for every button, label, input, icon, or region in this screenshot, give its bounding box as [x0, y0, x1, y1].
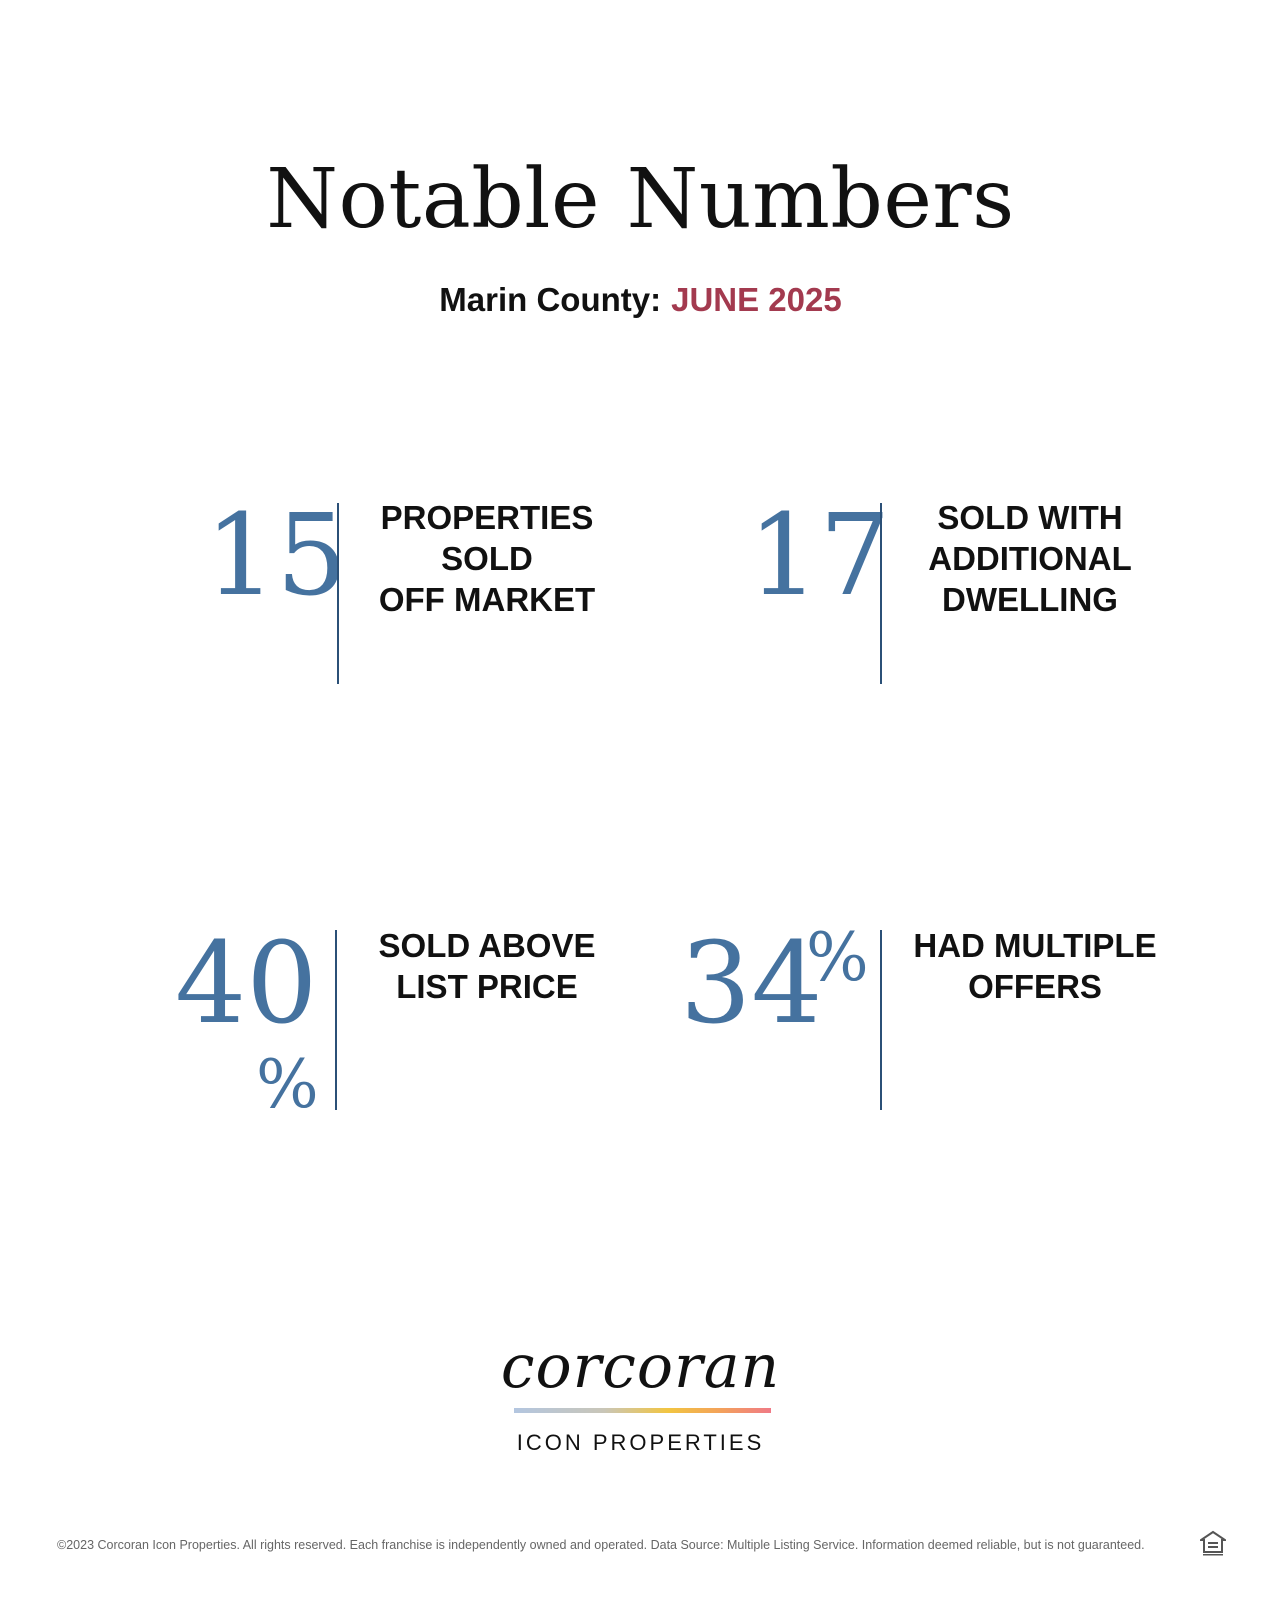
stat-label-line: LIST PRICE	[396, 968, 578, 1005]
stat-label-line: SOLD	[441, 540, 533, 577]
stat-label: HAD MULTIPLE OFFERS	[895, 925, 1175, 1007]
page-subtitle: Marin County: JUNE 2025	[0, 280, 1281, 320]
stat-divider	[335, 930, 337, 1110]
equal-housing-opportunity-icon	[1200, 1530, 1226, 1556]
stat-percent: %	[256, 1046, 319, 1123]
stat-label-line: SOLD WITH	[937, 499, 1123, 536]
corcoran-logo-wordmark: corcoran	[500, 1332, 781, 1402]
stat-percent: %	[806, 919, 869, 996]
stat-value: 17	[748, 491, 891, 621]
stat-label: SOLD WITH ADDITIONAL DWELLING	[900, 497, 1160, 620]
stat-value: 40	[175, 919, 318, 1049]
stat-divider	[337, 503, 339, 684]
stat-label: PROPERTIES SOLD OFF MARKET	[362, 497, 612, 620]
stat-divider	[880, 930, 882, 1110]
page-title: Notable Numbers	[266, 152, 1015, 247]
stat-label-line: OFF MARKET	[378, 581, 596, 618]
stat-label-line: OFFERS	[968, 968, 1102, 1005]
footer-disclaimer: ©2023 Corcoran Icon Properties. All righ…	[57, 1538, 1145, 1552]
stat-value: 15	[205, 491, 348, 621]
stat-value: 34	[680, 919, 823, 1049]
stat-label-line: PROPERTIES	[380, 499, 594, 536]
stat-label-line: ADDITIONAL	[928, 540, 1132, 577]
stat-label-line: SOLD ABOVE	[378, 927, 596, 964]
logo-gradient-bar	[514, 1408, 771, 1413]
logo-subtitle: ICON PROPERTIES	[516, 1430, 765, 1455]
stat-label-line: HAD MULTIPLE	[913, 927, 1157, 964]
stat-label-line: DWELLING	[942, 581, 1118, 618]
stat-divider	[880, 503, 882, 684]
month-label: JUNE 2025	[671, 281, 842, 318]
stat-label: SOLD ABOVE LIST PRICE	[362, 925, 612, 1007]
county-label: Marin County:	[439, 281, 662, 318]
